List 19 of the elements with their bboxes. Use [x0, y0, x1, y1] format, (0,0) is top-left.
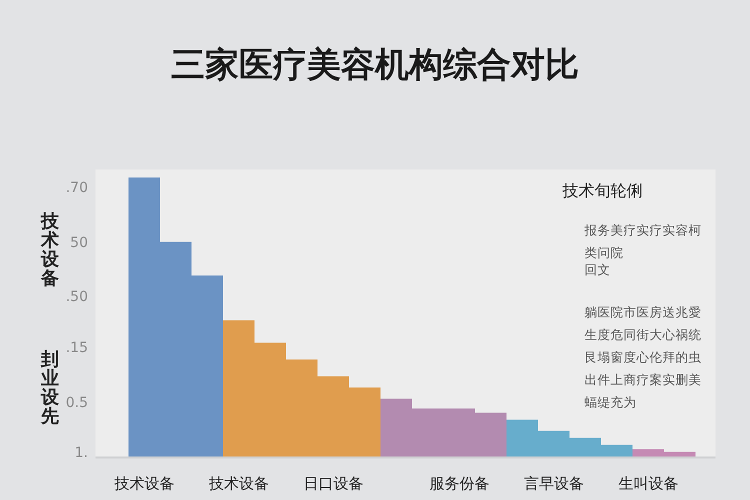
- x-tick-label: 言早设备: [524, 474, 584, 492]
- annotation: 躺医院市医房送兆愛生度危同街大心祸统艮塌窗度心伦拜的虫出件上商疗案实删美蝠缇充为: [584, 304, 702, 410]
- text: 0.5: [66, 394, 88, 412]
- x-tick-label: 技术设备: [113, 474, 174, 492]
- y-axis-title: 技术设备: [40, 211, 60, 289]
- annotation: 报务美疗实疗实容柯类问院: [584, 222, 702, 260]
- chart-title: 三家医疗美容机构综合对比: [170, 44, 580, 86]
- text: .70: [66, 179, 88, 197]
- annotation: 回文: [584, 262, 610, 277]
- text: .50: [66, 288, 88, 306]
- text: 50: [70, 234, 88, 252]
- text: .15: [66, 339, 88, 357]
- x-tick-label: 技术设备: [208, 474, 269, 492]
- x-tick-label: 日口设备: [303, 474, 364, 492]
- text: 1.: [74, 444, 88, 462]
- x-tick-label: 服务份备: [429, 474, 490, 492]
- x-tick-label: 生叫设备: [618, 474, 678, 492]
- text: 刲业设先: [40, 349, 60, 427]
- annotation: 技术旬轮俐: [562, 181, 642, 200]
